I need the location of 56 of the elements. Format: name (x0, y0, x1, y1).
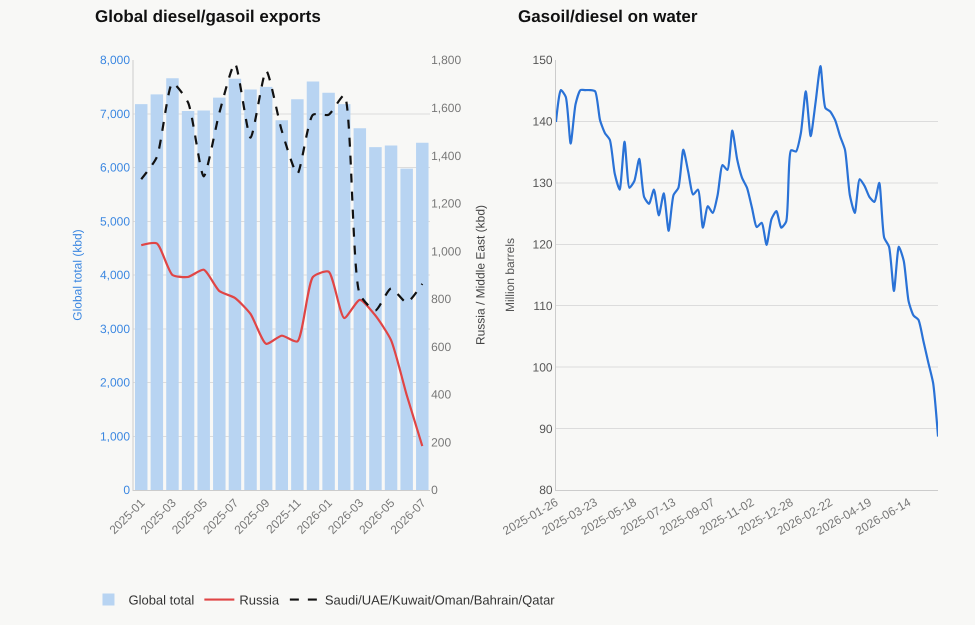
y2-tick-label: 1,600 (431, 100, 462, 115)
y-tick-label: 100 (532, 360, 553, 374)
bar (338, 104, 350, 490)
bar (134, 104, 148, 490)
bar (369, 147, 382, 490)
line-series (140, 242, 424, 448)
y2-tick-label: 400 (431, 388, 452, 402)
y-tick-label: 90 (539, 422, 553, 436)
bar (416, 142, 429, 490)
y-tick-label: 120 (532, 237, 553, 252)
bar (197, 110, 210, 490)
y2-tick-label: 1,000 (431, 244, 462, 258)
bar (276, 120, 288, 490)
y-axis-title: Global total (kbd) (70, 229, 84, 321)
y-tick-label: 6,000 (100, 160, 130, 175)
bar (182, 111, 194, 490)
y-tick-label: 130 (532, 176, 553, 190)
bar (400, 168, 413, 490)
y2-axis-title: Russia / Middle East (kbd) (473, 204, 488, 346)
y2-tick-label: 0 (431, 483, 438, 498)
y-tick-label: 150 (532, 53, 553, 68)
bar (244, 90, 257, 490)
bar (166, 78, 179, 490)
bar (306, 82, 320, 490)
legend-label: Global total (128, 592, 194, 608)
legend-label: Russia (239, 592, 280, 608)
bar (228, 78, 242, 490)
y-tick-label: 0 (123, 483, 130, 498)
y2-tick-label: 1,200 (431, 196, 462, 211)
legend-label: Saudi/UAE/Kuwait/Oman/Bahrain/Qatar (324, 592, 556, 608)
y2-tick-label: 800 (431, 292, 452, 306)
y2-tick-label: 600 (431, 340, 452, 354)
line-series (556, 65, 938, 438)
y-tick-label: 140 (532, 114, 553, 129)
bar (260, 86, 272, 490)
bar (150, 94, 164, 490)
chart-title: Global diesel/gasoil exports (95, 7, 321, 26)
y2-tick-label: 200 (431, 435, 452, 450)
bar (291, 99, 304, 490)
chart-title: Gasoil/diesel on water (518, 7, 698, 26)
y-tick-label: 2,000 (100, 376, 130, 390)
y-tick-label: 7,000 (100, 106, 130, 121)
y-tick-label: 3,000 (100, 322, 130, 336)
y-tick-label: 5,000 (100, 214, 130, 228)
y-tick-label: 110 (533, 298, 553, 313)
bar (354, 128, 366, 490)
bar (384, 145, 398, 490)
y-axis-title: Million barrels (502, 238, 517, 312)
y2-tick-label: 1,800 (431, 53, 462, 68)
y-tick-label: 1,000 (100, 429, 130, 444)
y-tick-label: 4,000 (100, 268, 130, 282)
y2-tick-label: 1,400 (431, 148, 462, 163)
y-tick-label: 80 (539, 483, 553, 498)
y-tick-label: 8,000 (100, 53, 130, 68)
bar (213, 98, 226, 490)
bar (322, 92, 335, 490)
